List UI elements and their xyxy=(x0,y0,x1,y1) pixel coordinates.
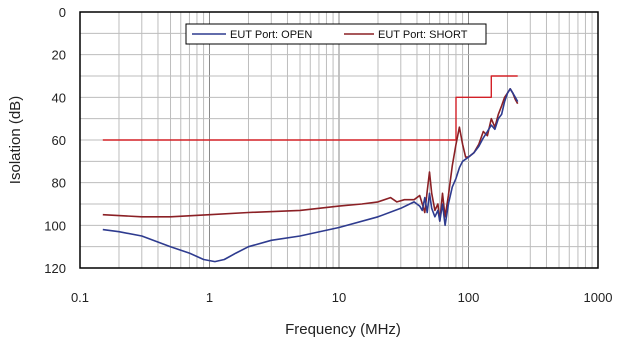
limit-line xyxy=(102,75,518,141)
y-tick-label: 80 xyxy=(52,176,66,191)
y-tick-label: 120 xyxy=(44,261,66,276)
x-axis-label: Frequency (MHz) xyxy=(285,321,401,338)
series-line-open xyxy=(102,88,519,263)
plot-frame xyxy=(79,11,599,269)
x-tick-label: 10 xyxy=(332,290,346,305)
y-axis-label: Isolation (dB) xyxy=(7,96,24,184)
y-tick-label: 20 xyxy=(52,48,66,63)
y-tick-label: 100 xyxy=(44,218,66,233)
series-line-short xyxy=(102,88,519,222)
x-tick-label: 1 xyxy=(206,290,213,305)
legend-label-short: EUT Port: SHORT xyxy=(378,29,468,41)
legend-label-open: EUT Port: OPEN xyxy=(230,29,312,41)
x-tick-label: 100 xyxy=(458,290,480,305)
series-layer xyxy=(102,75,519,263)
x-tick-label: 1000 xyxy=(584,290,613,305)
legend-box xyxy=(185,23,487,45)
y-tick-label: 60 xyxy=(52,133,66,148)
x-tick-labels: 0.1 1 10 100 1000 xyxy=(71,290,613,305)
y-tick-labels: 0 20 40 60 80 100 120 xyxy=(44,5,66,276)
x-tick-label: 0.1 xyxy=(71,290,89,305)
legend: EUT Port: OPEN EUT Port: SHORT xyxy=(185,23,487,45)
y-tick-label: 40 xyxy=(52,90,66,105)
y-tick-label: 0 xyxy=(59,5,66,20)
